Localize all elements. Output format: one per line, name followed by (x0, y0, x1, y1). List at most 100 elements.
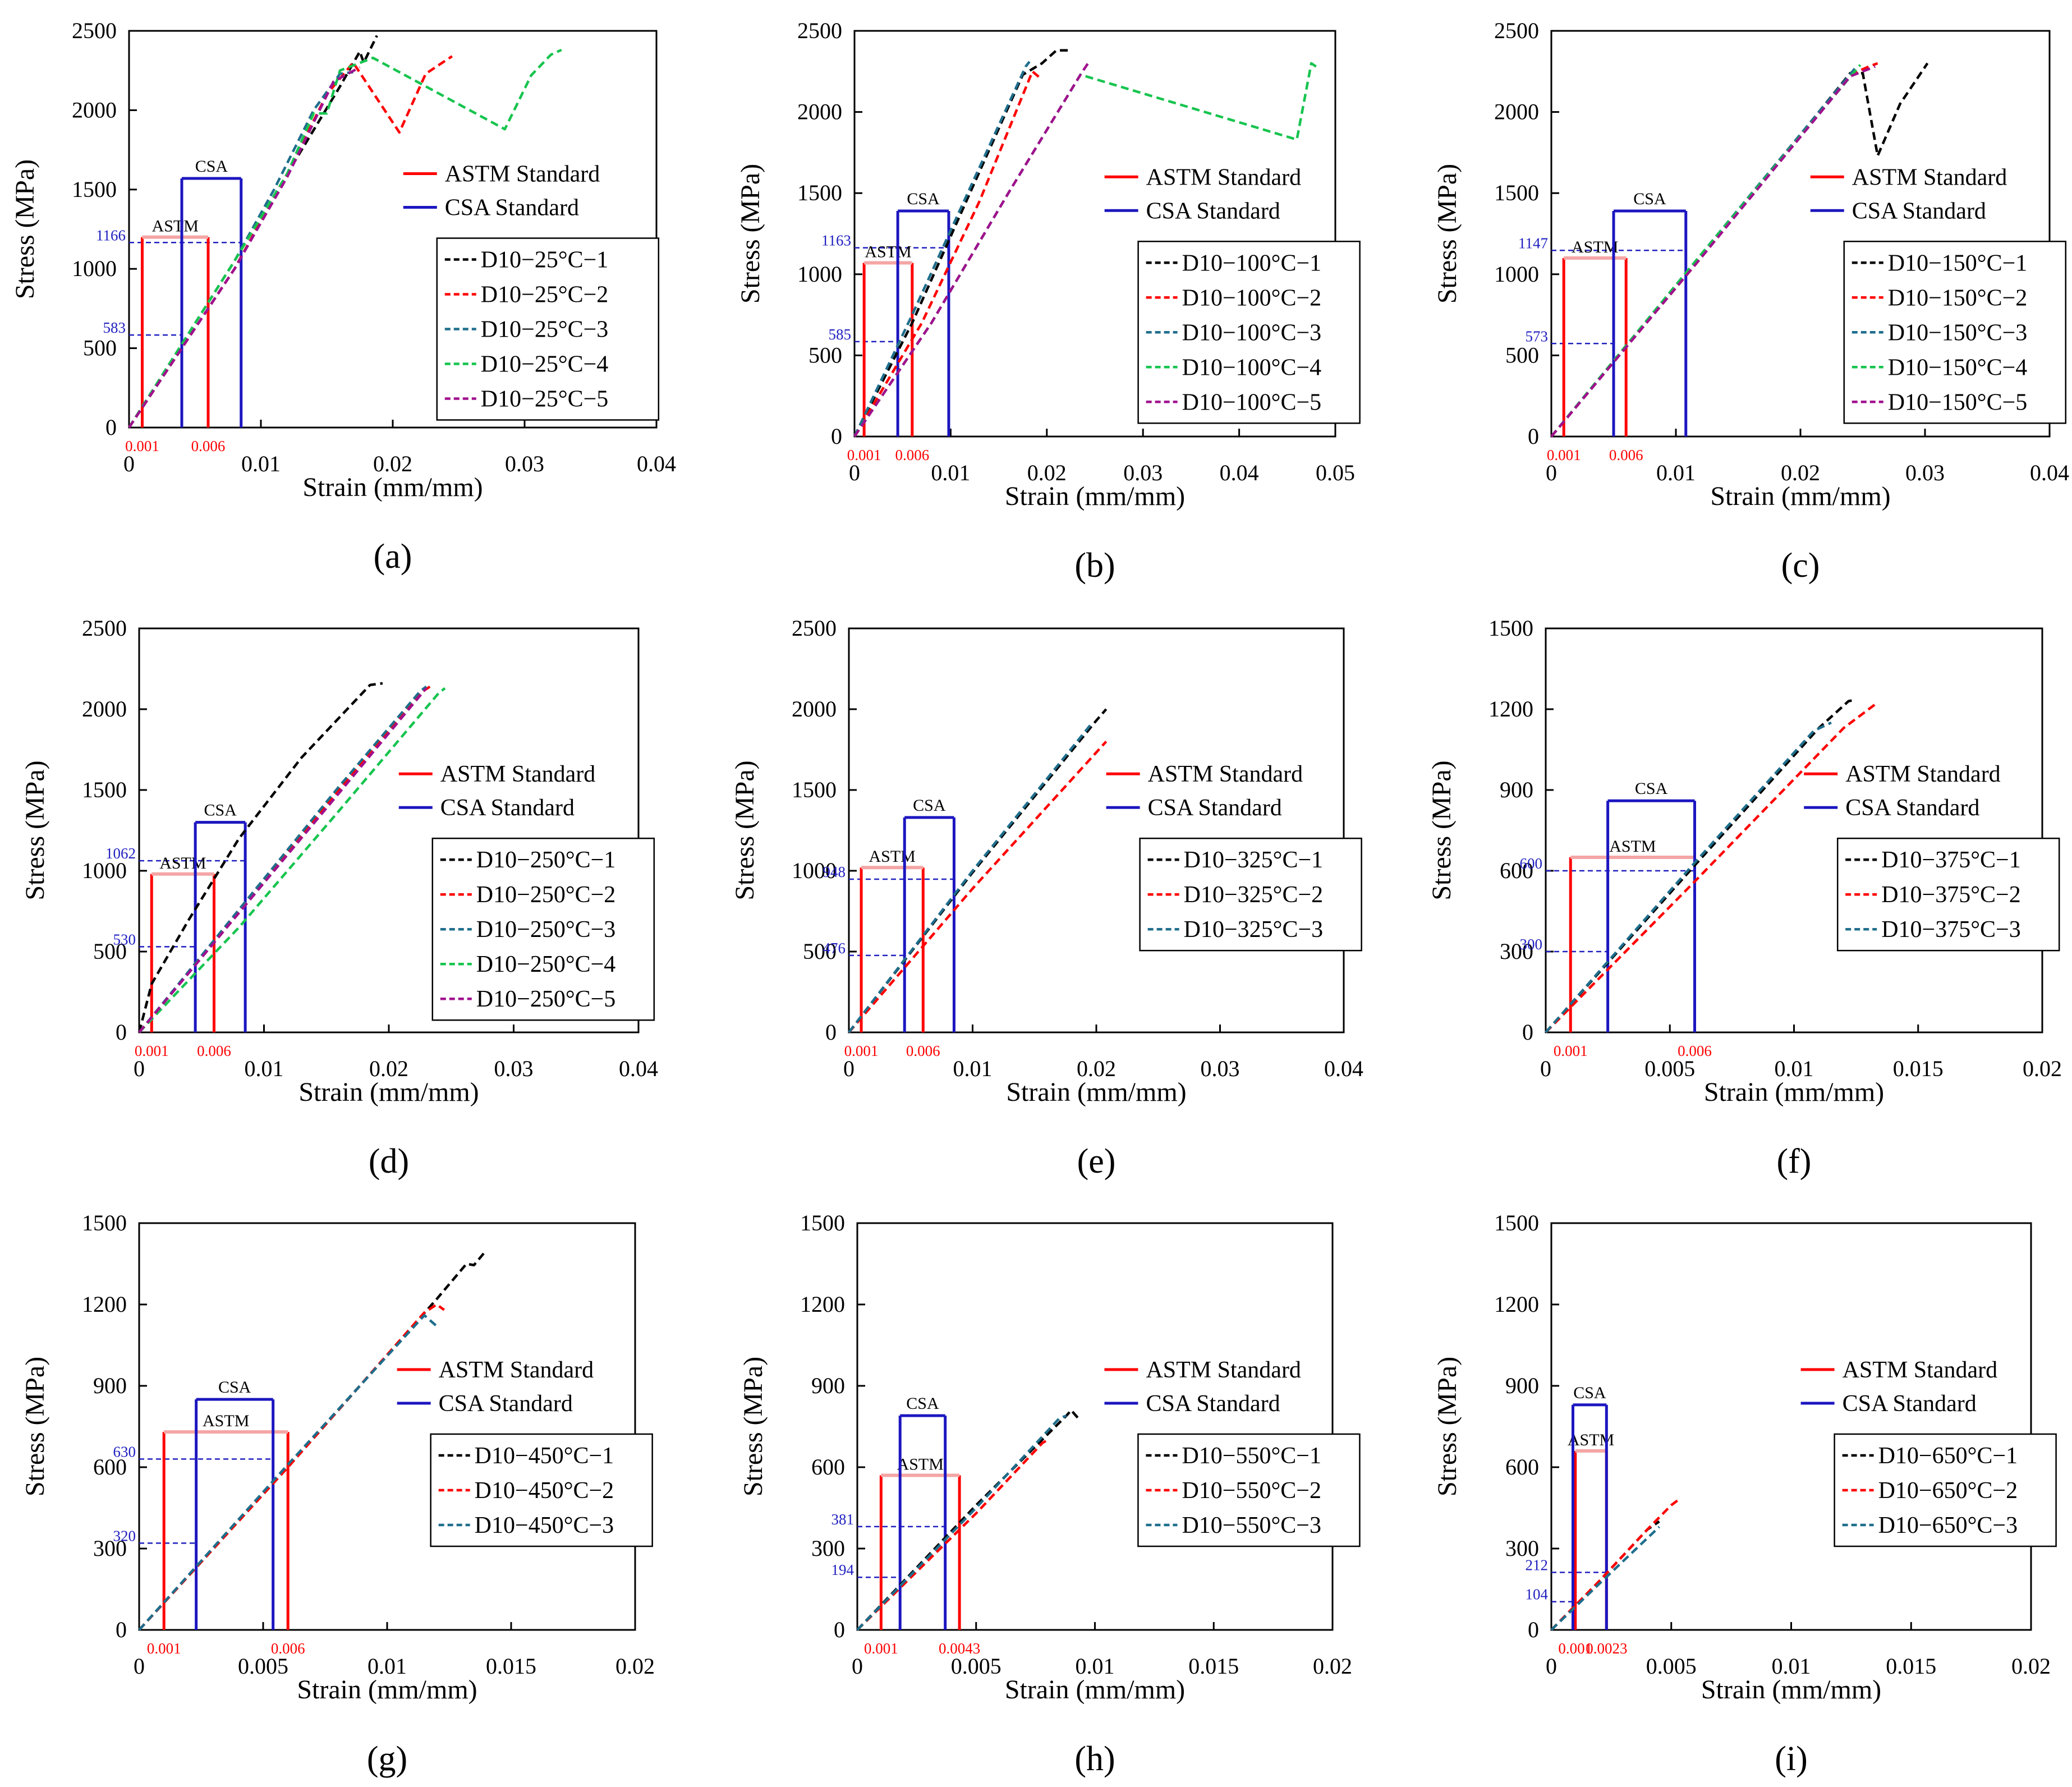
legend-series-label: D10−250°C−5 (476, 986, 616, 1012)
y-tick-label: 900 (811, 1373, 845, 1398)
x-axis-title: Strain (mm/mm) (1006, 1077, 1186, 1107)
y-tick-label: 1200 (82, 1292, 127, 1317)
series-line-5 (853, 59, 1091, 438)
stress-guide-label: 476 (823, 940, 846, 957)
x-tick-label: 0.005 (1646, 1653, 1697, 1679)
y-axis-title: Stress (MPa) (1432, 164, 1462, 304)
y-tick-label: 1500 (800, 1210, 845, 1235)
x-tick-label: 0.02 (615, 1653, 655, 1679)
y-tick-label: 0 (831, 424, 842, 449)
series-line-3 (138, 685, 428, 1033)
plot-frame (1550, 1222, 2032, 1631)
stress-guide-label: 104 (1526, 1586, 1549, 1603)
y-tick-label: 500 (808, 342, 842, 367)
legend-astm-label: ASTM Standard (1843, 1357, 1998, 1383)
y-tick-label: 2500 (72, 18, 117, 43)
x-tick-label: 0.01 (931, 460, 970, 485)
csa-box-tag: CSA (913, 796, 946, 815)
y-tick-label: 2000 (1494, 99, 1539, 125)
series-line-4 (138, 687, 446, 1033)
chart-panel-8: 0 300 600 900 1200 1500 0 0.005 0.01 0.015 0.02 Str… (738, 1210, 1361, 1778)
series-line-2 (848, 741, 1108, 1033)
legend-series-label: D10−25°C−4 (481, 352, 609, 378)
series-line-2 (138, 1303, 445, 1631)
astm-strain-start-label: 0.001 (1558, 1640, 1592, 1657)
x-tick-label: 0 (1546, 460, 1557, 485)
astm-strain-end-label: 0.006 (271, 1640, 305, 1657)
x-tick-label: 0.01 (1775, 1056, 1814, 1081)
x-tick-label: 0.05 (1316, 460, 1355, 485)
x-tick-label: 0.03 (1905, 460, 1945, 485)
legend-astm-label: ASTM Standard (1146, 164, 1302, 190)
astm-strain-end-label: 0.006 (906, 1042, 940, 1059)
astm-strain-start-label: 0.001 (147, 1640, 181, 1657)
legend-series-label: D10−100°C−5 (1182, 389, 1322, 415)
x-tick-label: 0 (1546, 1653, 1557, 1679)
y-axis-title: Stress (MPa) (736, 164, 765, 304)
y-axis-title: Stress (MPa) (738, 1357, 768, 1496)
legend-astm-label: ASTM Standard (1148, 761, 1303, 787)
legend-series-label: D10−325°C−2 (1184, 882, 1324, 908)
stress-guide-label: 1163 (821, 232, 851, 249)
y-tick-label: 1000 (72, 256, 117, 281)
y-tick-label: 2500 (82, 615, 127, 641)
y-tick-label: 0 (834, 1617, 845, 1642)
astm-box-tag: ASTM (203, 1412, 249, 1430)
csa-box-tag: CSA (218, 1378, 251, 1396)
stress-guide-label: 1147 (1518, 235, 1548, 251)
y-tick-label: 600 (811, 1454, 845, 1480)
x-tick-label: 0.01 (953, 1056, 993, 1081)
panel-label: (e) (1077, 1142, 1116, 1180)
stress-guide-label: 300 (1520, 936, 1543, 953)
astm-strain-end-label: 0.0023 (1586, 1640, 1627, 1657)
legend-csa-label: CSA Standard (445, 195, 579, 221)
legend-series-label: D10−550°C−2 (1182, 1478, 1321, 1504)
astm-strain-end-label: 0.006 (1609, 447, 1643, 463)
y-tick-label: 2500 (1494, 18, 1539, 43)
x-tick-label: 0.005 (238, 1653, 288, 1679)
y-tick-label: 2000 (792, 696, 837, 722)
csa-box-tag: CSA (204, 801, 237, 820)
y-tick-label: 500 (93, 939, 127, 964)
astm-strain-end-label: 0.006 (895, 447, 929, 463)
series-line-3 (848, 724, 1091, 1033)
stress-guide-label: 583 (103, 319, 126, 336)
legend-csa-label: CSA Standard (439, 1391, 573, 1417)
legend-series-label: D10−450°C−1 (475, 1443, 614, 1469)
y-tick-label: 1000 (797, 261, 842, 287)
series-line-2 (1550, 1499, 1679, 1631)
stress-guide-label: 1166 (96, 227, 126, 244)
y-tick-label: 1500 (1494, 1210, 1539, 1235)
panel-label: (a) (374, 538, 412, 576)
series-line-2 (128, 55, 453, 429)
x-tick-label: 0.01 (1772, 1653, 1811, 1679)
csa-box-tag: CSA (907, 190, 940, 208)
x-tick-label: 0.02 (369, 1056, 408, 1081)
legend-series-label: D10−650°C−2 (1878, 1478, 2018, 1504)
stress-guide-label: 530 (113, 931, 136, 948)
astm-box-tag: ASTM (1572, 238, 1618, 256)
y-tick-label: 1500 (82, 777, 127, 802)
legend-astm-label: ASTM Standard (1852, 164, 2007, 190)
legend-series-label: D10−100°C−4 (1182, 355, 1322, 380)
x-tick-label: 0.03 (1201, 1056, 1240, 1081)
y-tick-label: 0 (116, 1617, 127, 1642)
stress-guide-label: 948 (823, 863, 846, 880)
legend-csa-label: CSA Standard (440, 795, 575, 821)
legend-series-label: D10−25°C−2 (481, 282, 609, 308)
x-tick-label: 0.04 (1220, 460, 1259, 485)
y-tick-label: 600 (1505, 1454, 1539, 1480)
csa-box-tag: CSA (195, 157, 228, 176)
chart-panel-6: 0 300 600 900 1200 1500 0 0.005 0.01 0.015 0.02 Str… (1427, 615, 2062, 1180)
series-line-1 (137, 682, 383, 1033)
x-tick-label: 0.02 (1027, 460, 1067, 485)
chart-panel-1: 0 500 1000 1500 2000 2500 0 0.01 0.02 0.03 0.04 Str… (10, 18, 676, 576)
x-tick-label: 0.005 (951, 1653, 1001, 1679)
x-tick-label: 0.01 (1656, 460, 1696, 485)
stress-guide-label: 573 (1526, 328, 1549, 344)
y-tick-label: 2000 (82, 696, 127, 722)
astm-strain-end-label: 0.0043 (939, 1640, 980, 1657)
stress-guide-label: 585 (829, 326, 852, 343)
legend-series-label: D10−375°C−3 (1881, 917, 2021, 943)
